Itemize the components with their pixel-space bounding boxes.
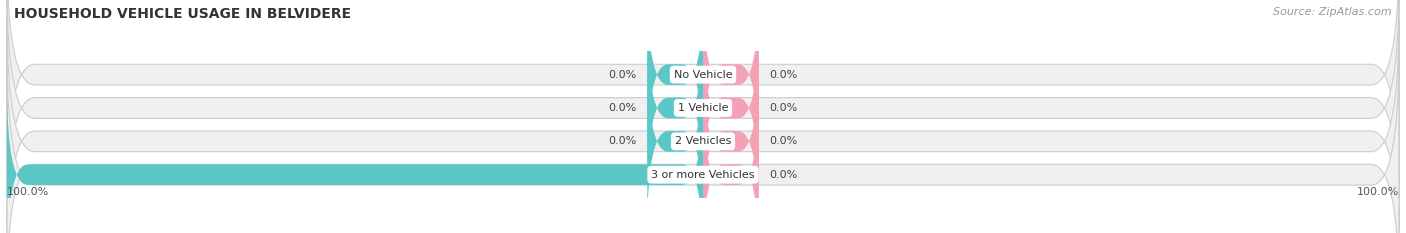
FancyBboxPatch shape xyxy=(7,85,703,233)
Text: 0.0%: 0.0% xyxy=(769,170,797,180)
Text: 0.0%: 0.0% xyxy=(609,103,637,113)
FancyBboxPatch shape xyxy=(647,0,703,164)
FancyBboxPatch shape xyxy=(7,18,1399,233)
Text: 100.0%: 100.0% xyxy=(1357,187,1399,197)
FancyBboxPatch shape xyxy=(7,51,1399,233)
Text: 0.0%: 0.0% xyxy=(609,136,637,146)
FancyBboxPatch shape xyxy=(647,18,703,198)
FancyBboxPatch shape xyxy=(7,0,1399,198)
Text: 3 or more Vehicles: 3 or more Vehicles xyxy=(651,170,755,180)
FancyBboxPatch shape xyxy=(647,51,703,231)
FancyBboxPatch shape xyxy=(703,51,759,231)
Text: 0.0%: 0.0% xyxy=(609,70,637,80)
Text: Source: ZipAtlas.com: Source: ZipAtlas.com xyxy=(1274,7,1392,17)
Text: 0.0%: 0.0% xyxy=(769,70,797,80)
Text: 0.0%: 0.0% xyxy=(769,136,797,146)
Text: 2 Vehicles: 2 Vehicles xyxy=(675,136,731,146)
Text: HOUSEHOLD VEHICLE USAGE IN BELVIDERE: HOUSEHOLD VEHICLE USAGE IN BELVIDERE xyxy=(14,7,352,21)
Text: 1 Vehicle: 1 Vehicle xyxy=(678,103,728,113)
Text: 0.0%: 0.0% xyxy=(769,103,797,113)
FancyBboxPatch shape xyxy=(703,0,759,164)
Text: No Vehicle: No Vehicle xyxy=(673,70,733,80)
FancyBboxPatch shape xyxy=(7,0,1399,231)
Text: 100.0%: 100.0% xyxy=(7,187,49,197)
FancyBboxPatch shape xyxy=(703,18,759,198)
FancyBboxPatch shape xyxy=(703,85,759,233)
